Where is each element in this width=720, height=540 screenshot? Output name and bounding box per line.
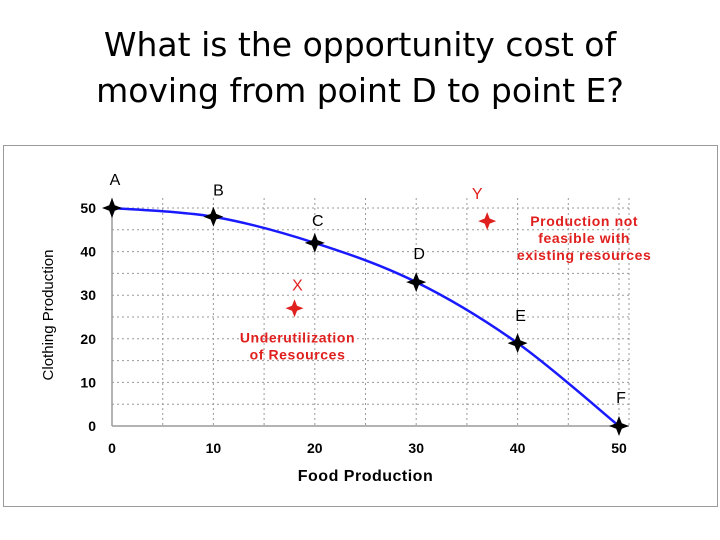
y-tick-label: 40 [80,244,96,260]
point-label-f: F [616,390,626,407]
x-tick-label: 0 [108,440,116,456]
annotation-label-y: Y [472,186,483,203]
ppf-curve-line [111,206,620,427]
point-marker-a [102,198,122,218]
annotation-text-line: of Resources [250,346,346,362]
chart-frame [3,145,718,507]
x-tick-label: 40 [510,440,526,456]
ppf-curve [111,206,620,427]
title-line-1: What is the opportunity cost of [103,25,617,64]
y-tick-label: 10 [80,374,96,390]
x-tick-label: 10 [206,440,222,456]
point-marker-e [507,333,528,354]
axes [111,198,629,427]
point-marker-b [203,206,224,227]
point-marker-f [609,416,629,436]
x-axis-title: Food Production [298,468,433,485]
y-tick-label: 30 [80,287,96,303]
annotation-label-x: X [292,277,303,294]
annotation-text-line: Underutilization [240,329,355,345]
x-tick-label: 50 [611,440,627,456]
slide-title: What is the opportunity cost of moving f… [0,22,720,114]
y-axis-title: Clothing Production [40,250,57,381]
point-marker-d [406,272,427,293]
point-label-c: C [312,213,324,230]
x-tick-label: 20 [307,440,323,456]
annotation-text-line: existing resources [517,247,652,263]
point-label-a: A [110,172,121,189]
annotation-marker-x [285,299,304,318]
point-marker-c [304,232,325,253]
title-line-2: moving from point D to point E? [96,71,624,110]
y-tick-label: 50 [80,200,96,216]
y-tick-label: 20 [80,331,96,347]
annotation-text-line: feasible with [538,230,630,246]
point-markers [102,198,629,436]
y-tick-label: 0 [88,418,96,434]
point-label-e: E [515,308,526,325]
point-label-d: D [413,246,425,263]
annotation-text-line: Production not [530,213,638,229]
grid-lines [112,198,630,426]
x-tick-label: 30 [408,440,424,456]
chart-labels: 0 10 20 30 40 50 0 10 20 30 40 50 Food Production Clo… [40,172,651,485]
annotation-marker-y [478,212,497,231]
point-label-b: B [213,183,224,200]
